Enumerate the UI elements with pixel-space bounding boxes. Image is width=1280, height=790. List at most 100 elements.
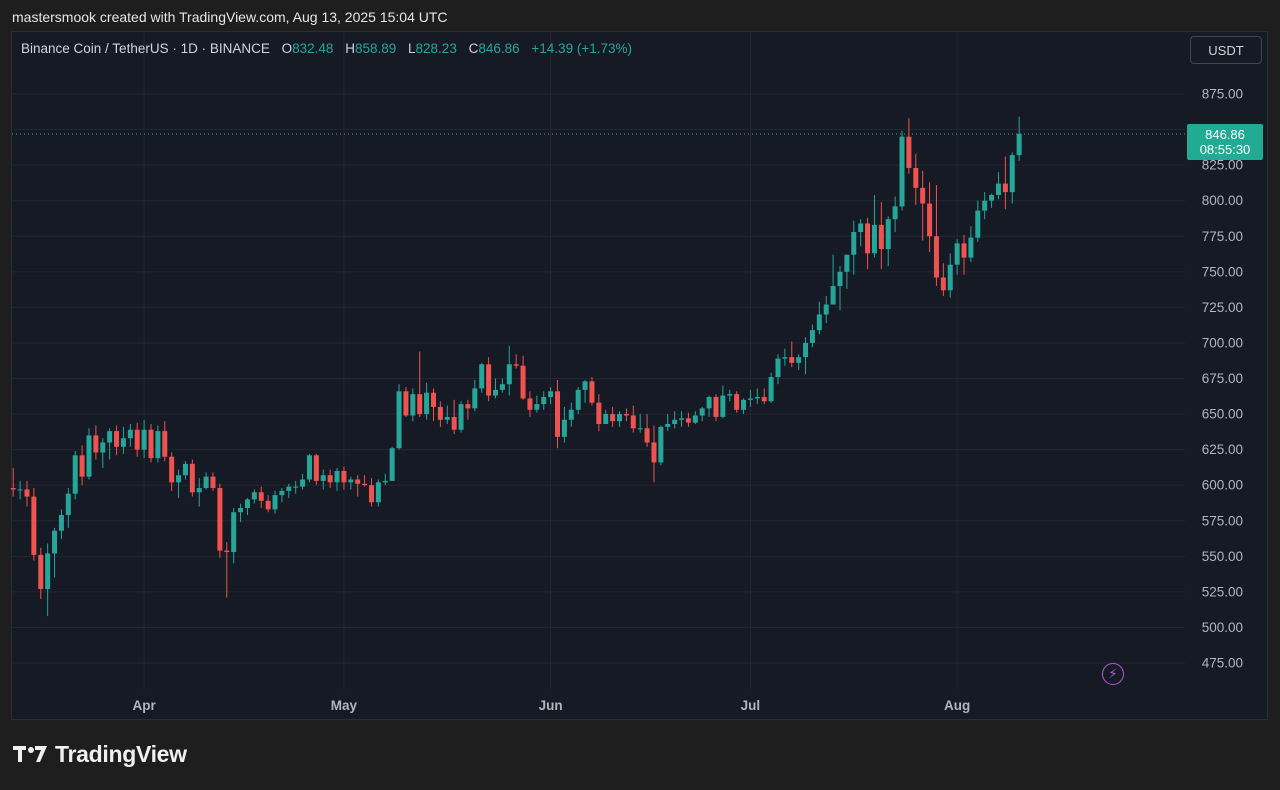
candle-body [672, 419, 678, 425]
candle [93, 425, 99, 460]
candle-body [892, 206, 898, 220]
candle [582, 379, 588, 403]
candle [741, 398, 747, 415]
candle-body [100, 442, 106, 453]
last-price-value: 846.86 [1205, 127, 1245, 142]
time-tick-label: Aug [944, 698, 970, 713]
candle [79, 445, 85, 486]
lightning-icon[interactable]: ⚡ [1102, 663, 1124, 685]
candle-body [224, 550, 230, 553]
candle [610, 406, 616, 427]
candle-body [231, 512, 237, 553]
candle-body [617, 414, 623, 422]
candle-body [623, 414, 629, 416]
chart-grid [12, 32, 1185, 689]
candle-body [120, 438, 126, 447]
candle [141, 419, 147, 459]
candle [493, 378, 498, 399]
candle-body [444, 416, 450, 420]
candle [885, 216, 891, 267]
candle [630, 405, 636, 433]
chart-panel[interactable] [11, 31, 1268, 720]
time-tick-label: Jun [539, 698, 563, 713]
time-tick-label: Jul [741, 698, 761, 713]
candle-body [713, 396, 719, 417]
candle [182, 461, 188, 480]
candle [851, 220, 857, 275]
candle-body [327, 475, 333, 483]
candle [45, 543, 51, 617]
candle-body [389, 448, 395, 481]
candle [430, 388, 436, 422]
price-tick-label: 750.00 [1202, 264, 1243, 279]
candle [747, 389, 753, 407]
time-axis: Apr May Jun Jul Aug [132, 698, 970, 713]
candle-body [189, 463, 195, 493]
candle [989, 193, 995, 208]
price-tick-label: 800.00 [1202, 193, 1243, 208]
candle [589, 377, 595, 406]
candle-body [362, 483, 368, 486]
currency-button[interactable]: USDT [1190, 36, 1262, 64]
candle-body [134, 429, 140, 450]
candle-body [10, 488, 16, 490]
price-tick-label: 600.00 [1202, 478, 1243, 493]
candle-body [320, 475, 326, 481]
candle-body [458, 404, 464, 430]
candle [355, 475, 361, 497]
candle-body [933, 236, 939, 278]
candle-body [258, 492, 264, 501]
symbol-legend: Binance Coin / TetherUS · 1D · BINANCE O… [21, 41, 632, 56]
price-tick-label: 575.00 [1202, 513, 1243, 528]
candle-body [871, 224, 877, 254]
candle-body [541, 396, 547, 405]
candle-body [65, 493, 71, 516]
candle-body [169, 456, 175, 483]
candle-body [203, 476, 209, 489]
candle-body [658, 426, 664, 463]
candle-body [472, 388, 478, 409]
candle-body [796, 357, 802, 363]
candle-body [823, 304, 829, 315]
candle-body [692, 415, 698, 423]
candle-body [141, 429, 147, 450]
candle [603, 409, 609, 425]
low-label: L [408, 41, 416, 56]
price-axis: 475.00 500.00 525.00 550.00 575.00 600.00 625.… [1202, 87, 1243, 671]
candle [134, 422, 140, 457]
candle-body [747, 398, 753, 400]
candle [1002, 156, 1008, 210]
candle [899, 130, 905, 211]
candle-body [816, 314, 822, 331]
candle-body [355, 479, 361, 484]
candle [920, 170, 926, 241]
candle [389, 446, 395, 481]
candle [878, 202, 884, 269]
candle [871, 194, 877, 258]
candle [513, 354, 519, 369]
candle-body [306, 455, 312, 480]
candle-body [913, 167, 919, 188]
candle [217, 483, 223, 558]
candle [24, 480, 30, 507]
candle-body [899, 136, 905, 207]
tradingview-logo-icon [13, 746, 47, 762]
candle [644, 414, 650, 447]
candle-body [410, 394, 416, 416]
candle-body [851, 231, 857, 255]
candle [458, 401, 464, 433]
candle-body [417, 394, 423, 415]
candle-body [217, 488, 223, 551]
candle-body [568, 409, 574, 420]
candle-body [885, 219, 891, 250]
candle [486, 357, 492, 402]
price-tick-label: 550.00 [1202, 549, 1243, 564]
candle-body [775, 358, 781, 378]
candle-body [451, 416, 457, 430]
candle-body [382, 480, 388, 483]
candle [947, 253, 953, 298]
price-tick-label: 775.00 [1202, 229, 1243, 244]
candle-body [148, 429, 154, 459]
candle [403, 387, 409, 417]
